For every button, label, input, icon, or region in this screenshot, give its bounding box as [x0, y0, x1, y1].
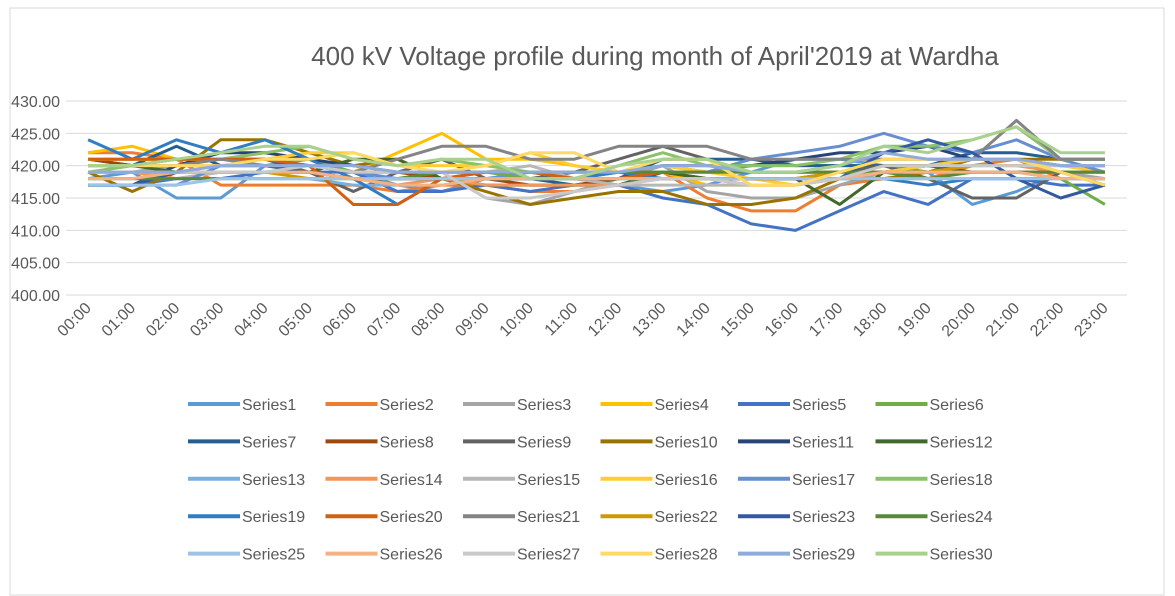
legend-label: Series12	[930, 434, 993, 451]
y-tick-label: 415.00	[11, 191, 60, 208]
legend-label: Series6	[930, 397, 984, 414]
legend-label: Series27	[517, 547, 580, 564]
y-tick-label: 425.00	[11, 126, 60, 143]
legend-label: Series29	[792, 547, 855, 564]
legend-label: Series22	[655, 509, 718, 526]
legend-label: Series9	[517, 434, 571, 451]
y-tick-label: 410.00	[11, 223, 60, 240]
legend-label: Series4	[655, 397, 709, 414]
chart-border	[9, 7, 1165, 596]
legend-label: Series13	[242, 472, 305, 489]
legend-label: Series14	[380, 472, 443, 489]
legend-label: Series7	[242, 434, 296, 451]
legend-label: Series1	[242, 397, 296, 414]
legend-label: Series17	[792, 472, 855, 489]
legend-label: Series21	[517, 509, 580, 526]
legend-label: Series3	[517, 397, 571, 414]
series-line	[88, 125, 1105, 181]
legend-label: Series28	[655, 547, 718, 564]
legend-label: Series19	[242, 509, 305, 526]
legend-label: Series15	[517, 472, 580, 489]
legend-label: Series20	[380, 509, 443, 526]
legend-label: Series8	[380, 434, 434, 451]
legend-label: Series2	[380, 397, 434, 414]
legend-label: Series16	[655, 472, 718, 489]
y-tick-label: 405.00	[11, 256, 60, 273]
y-tick-label: 400.00	[11, 288, 60, 305]
legend-label: Series11	[792, 434, 854, 451]
chart-title: 400 kV Voltage profile during month of A…	[311, 41, 999, 71]
legend-label: Series5	[792, 397, 846, 414]
series-line	[87, 138, 1105, 206]
y-tick-label: 430.00	[11, 94, 60, 111]
legend-label: Series26	[380, 547, 443, 564]
legend-label: Series23	[792, 509, 855, 526]
y-tick-label: 420.00	[11, 159, 60, 176]
legend-label: Series30	[930, 547, 993, 564]
legend-label: Series25	[242, 547, 305, 564]
legend-label: Series18	[930, 472, 993, 489]
legend-label: Series10	[655, 434, 718, 451]
series-line	[88, 164, 1105, 200]
legend-label: Series24	[930, 509, 993, 526]
